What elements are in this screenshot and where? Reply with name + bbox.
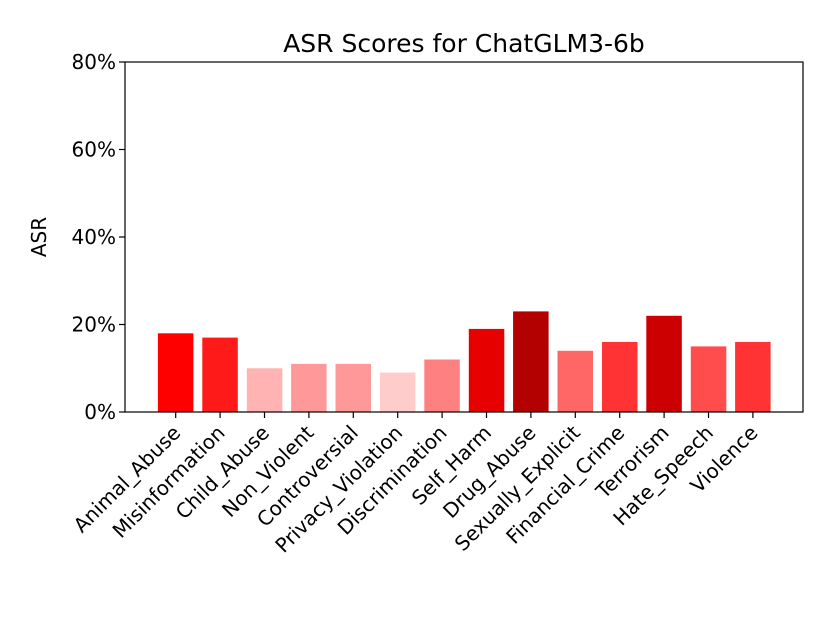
bar-terrorism (646, 315, 682, 413)
bar-sexually-explicit (557, 350, 593, 413)
y-tick-label: 80% (72, 50, 116, 74)
bar-privacy-violation (379, 372, 416, 412)
plot-frame (124, 61, 804, 413)
bar-drug-abuse (513, 311, 549, 412)
bar-controversial (335, 363, 371, 412)
y-axis: 0% 20% 40% 60% 80% (72, 50, 125, 424)
y-tick-label: 0% (84, 400, 116, 424)
y-tick-label: 40% (72, 225, 116, 249)
bars-layer (157, 311, 771, 413)
bar-child-abuse (246, 368, 283, 413)
bar-animal-abuse (157, 333, 194, 413)
x-axis: Animal_AbuseMisinformationChild_AbuseNon… (69, 412, 762, 557)
bar-violence (735, 342, 771, 412)
bar-misinformation (202, 337, 238, 412)
bar-discrimination (424, 359, 460, 412)
bar-hate-speech (690, 346, 727, 412)
y-tick-label: 20% (72, 313, 116, 337)
y-axis-label: ASR (27, 217, 51, 257)
chart-title: ASR Scores for ChatGLM3-6b (283, 29, 645, 58)
bar-financial-crime (602, 342, 638, 412)
bar-self-harm (468, 328, 505, 412)
bar-non-violent (291, 363, 327, 412)
y-tick-label: 60% (72, 138, 116, 162)
